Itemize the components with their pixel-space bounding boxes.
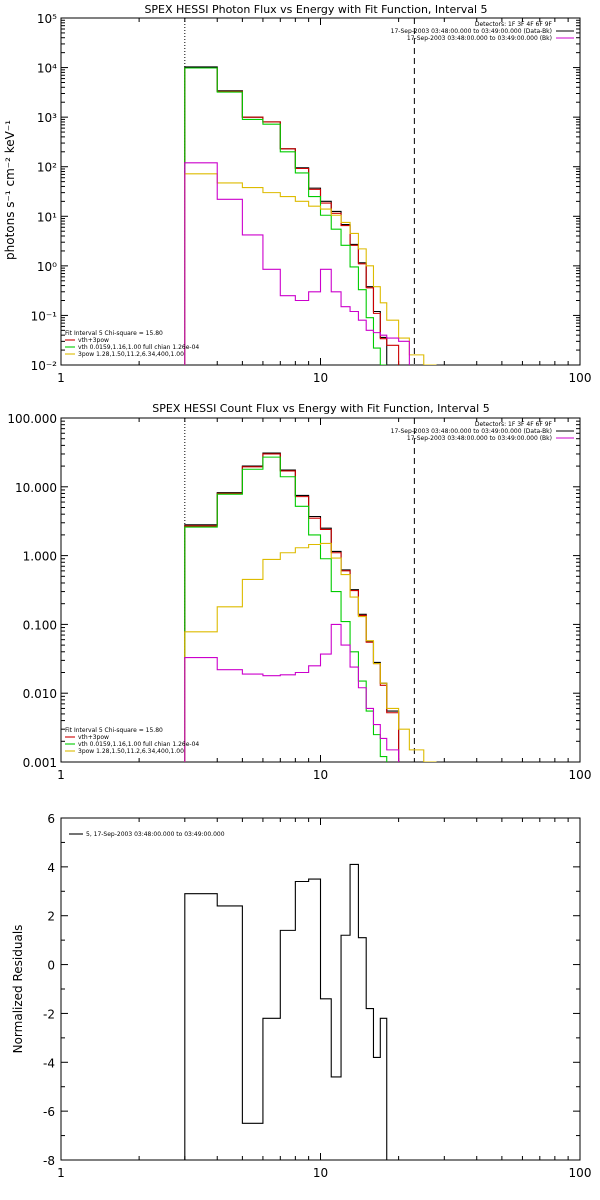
photon-flux-title: SPEX HESSI Photon Flux vs Energy with Fi…	[144, 3, 487, 16]
y-tick-label: 10²	[37, 161, 57, 175]
legend-bottom-text: 3pow 1.28,1.50,11.2,6.34,400,1.00	[78, 748, 184, 755]
y-tick-label: 6	[47, 812, 55, 826]
legend-top-text: 17-Sep-2003 03:48:00.000 to 03:49:00.000…	[407, 435, 552, 442]
y-tick-label: 10³	[37, 111, 57, 125]
count-flux-title: SPEX HESSI Count Flux vs Energy with Fit…	[152, 402, 489, 415]
series-line-4-17-sep-2003-03-48-00-000-to-03-49-00-000-bk	[184, 623, 400, 762]
series-line-3-3pow-1-28-1-50-11-2-6-34-400-1-00	[184, 542, 437, 762]
series-line-3-3pow-1-28-1-50-11-2-6-34-400-1-00	[184, 173, 437, 365]
legend-top-text: 17-Sep-2003 03:48:00.000 to 03:49:00.000…	[391, 428, 552, 435]
photon-flux-y-axis-label: photons s⁻¹ cm⁻² keV⁻¹	[3, 120, 17, 260]
series-line-2-vth-0-0159-1-16-1-00-full-chian-1-26e-04	[184, 456, 388, 762]
legend-bottom-text: vth+3pow	[78, 337, 109, 344]
x-tick-label: 10	[313, 371, 328, 385]
y-tick-label: -2	[43, 1007, 55, 1021]
y-tick-label: -8	[43, 1154, 55, 1168]
y-tick-label: 10.000	[15, 481, 57, 495]
legend-top-text: 17-Sep-2003 03:48:00.000 to 03:49:00.000…	[407, 35, 552, 42]
y-tick-label: 4	[47, 861, 55, 875]
y-tick-label: 10⁰	[37, 260, 57, 274]
series-group	[184, 863, 410, 1160]
legend-top-text: Detectors: 1F 3F 4F 6F 9F	[475, 21, 553, 28]
photon-flux-panel: SPEX HESSI Photon Flux vs Energy with Fi…	[3, 3, 591, 385]
y-tick-label: 0.001	[23, 756, 57, 770]
legend-bottom-text: vth 0.0159,1.16,1.00 full chian 1.26e-04	[78, 344, 199, 351]
y-tick-label: 10¹	[37, 210, 57, 224]
series-line-1-vth-3pow	[184, 67, 400, 365]
y-tick-label: 0	[47, 959, 55, 973]
y-tick-label: 10⁻¹	[31, 309, 58, 323]
legend-bottom-text: Fit Interval 5 Chi-square = 15.80	[65, 727, 163, 734]
y-tick-label: 10⁻²	[31, 359, 58, 373]
x-tick-label: 100	[569, 1166, 592, 1180]
y-tick-label: 0.100	[23, 618, 57, 632]
x-tick-label: 1	[57, 371, 65, 385]
y-tick-label: 1.000	[23, 550, 57, 564]
y-tick-label: 100.000	[7, 412, 57, 426]
y-tick-label: 2	[47, 910, 55, 924]
legend-bottom-text: 3pow 1.28,1.50,11.2,6.34,400,1.00	[78, 351, 184, 358]
x-tick-label: 1	[57, 1166, 65, 1180]
series-line-4-17-sep-2003-03-48-00-000-to-03-49-00-000-bk	[184, 162, 410, 365]
x-tick-label: 100	[569, 371, 592, 385]
legend-bottom-text: vth 0.0159,1.16,1.00 full chian 1.26e-04	[78, 741, 199, 748]
legend-text: 5, 17-Sep-2003 03:48:00.000 to 03:49:00.…	[86, 831, 225, 838]
series-group	[184, 452, 437, 762]
y-tick-label: 10⁴	[37, 62, 57, 76]
count-flux-panel: SPEX HESSI Count Flux vs Energy with Fit…	[7, 402, 591, 782]
residuals-panel: Normalized Residuals 1 10 100 -8 -6 -4 -2 0 2 4 6 5…	[11, 812, 591, 1180]
legend-top-text: 17-Sep-2003 03:48:00.000 to 03:49:00.000…	[391, 28, 552, 35]
y-tick-label: -6	[43, 1105, 55, 1119]
x-tick-label: 10	[313, 1166, 328, 1180]
y-tick-label: 10⁵	[37, 12, 57, 26]
x-tick-label: 100	[569, 768, 592, 782]
residuals-y-axis-label: Normalized Residuals	[11, 925, 25, 1054]
legend-top-text: Detectors: 1F 3F 4F 6F 9F	[475, 421, 553, 428]
series-group	[184, 66, 437, 365]
y-tick-label: 0.010	[23, 687, 57, 701]
series-line-0-5-17-sep-2003-03-48-00-000-to-03-49-00-000	[184, 863, 410, 1160]
y-tick-label: -4	[43, 1056, 55, 1070]
legend-bottom-text: Fit Interval 5 Chi-square = 15.80	[65, 330, 163, 337]
x-tick-label: 10	[313, 768, 328, 782]
x-tick-label: 1	[57, 768, 65, 782]
series-line-2-vth-0-0159-1-16-1-00-full-chian-1-26e-04	[184, 67, 387, 365]
legend-bottom-text: vth+3pow	[78, 734, 109, 741]
